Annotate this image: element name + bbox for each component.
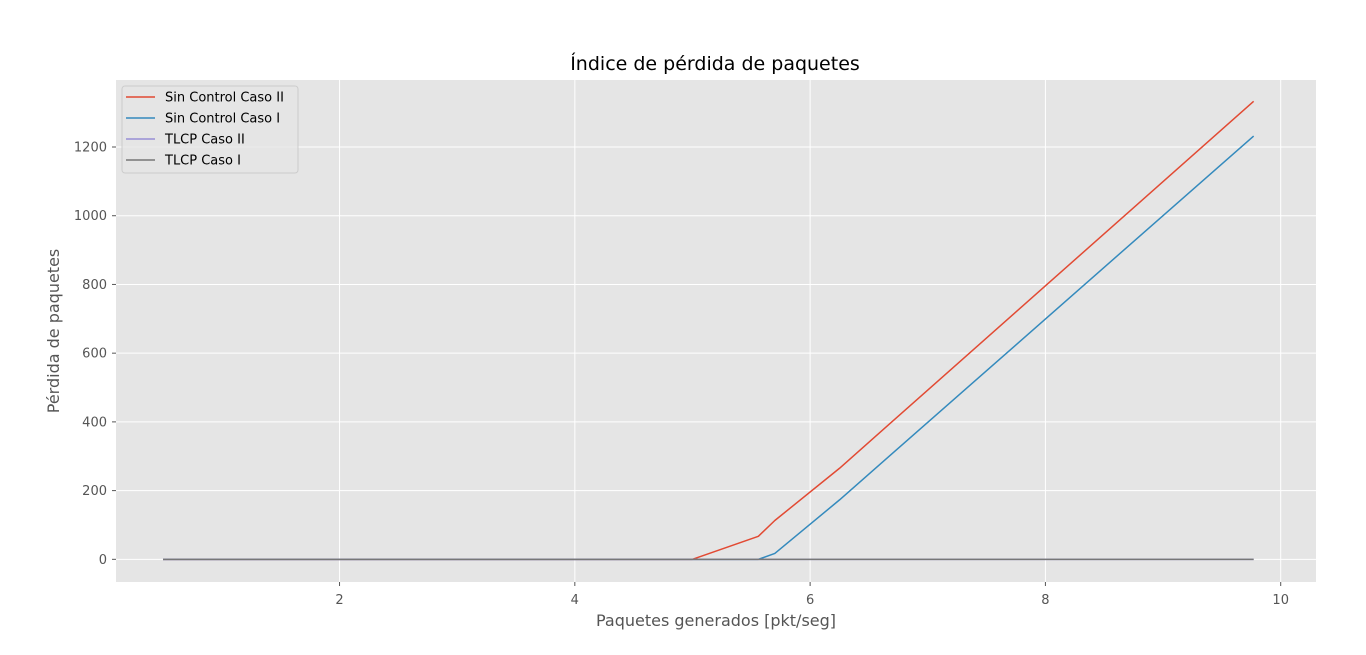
y-tick-label: 1000 [74, 209, 107, 224]
y-tick-label: 800 [82, 278, 107, 293]
x-tick-label: 4 [571, 593, 579, 608]
chart-title: Índice de pérdida de paquetes [570, 52, 860, 75]
legend-label: TLCP Caso I [164, 154, 241, 169]
legend-label: Sin Control Caso I [165, 112, 280, 127]
x-tick-label: 8 [1041, 593, 1049, 608]
y-tick-label: 400 [82, 415, 107, 430]
y-tick-label: 1200 [74, 141, 107, 156]
y-tick-label: 600 [82, 347, 107, 362]
legend-box [121, 85, 299, 174]
x-tick-label: 2 [335, 593, 343, 608]
series-lines [163, 100, 1255, 561]
y-tick-label: 200 [82, 484, 107, 499]
x-axis-title: Paquetes generados [pkt/seg] [596, 611, 836, 630]
legend: Sin Control Caso II Sin Control Caso I TLC… [121, 85, 299, 174]
legend-label: TLCP Caso II [164, 133, 245, 148]
y-tick-label: 0 [99, 553, 107, 568]
x-tick-label: 10 [1272, 593, 1289, 608]
tick-labels: 2 4 6 8 10 0 200 400 600 800 1000 1200 [74, 141, 1289, 608]
grid-lines [116, 80, 1316, 582]
legend-label: Sin Control Caso II [165, 91, 284, 106]
plot-area [116, 80, 1316, 582]
y-axis-title: Pérdida de paquetes [44, 249, 63, 414]
x-tick-label: 6 [806, 593, 814, 608]
